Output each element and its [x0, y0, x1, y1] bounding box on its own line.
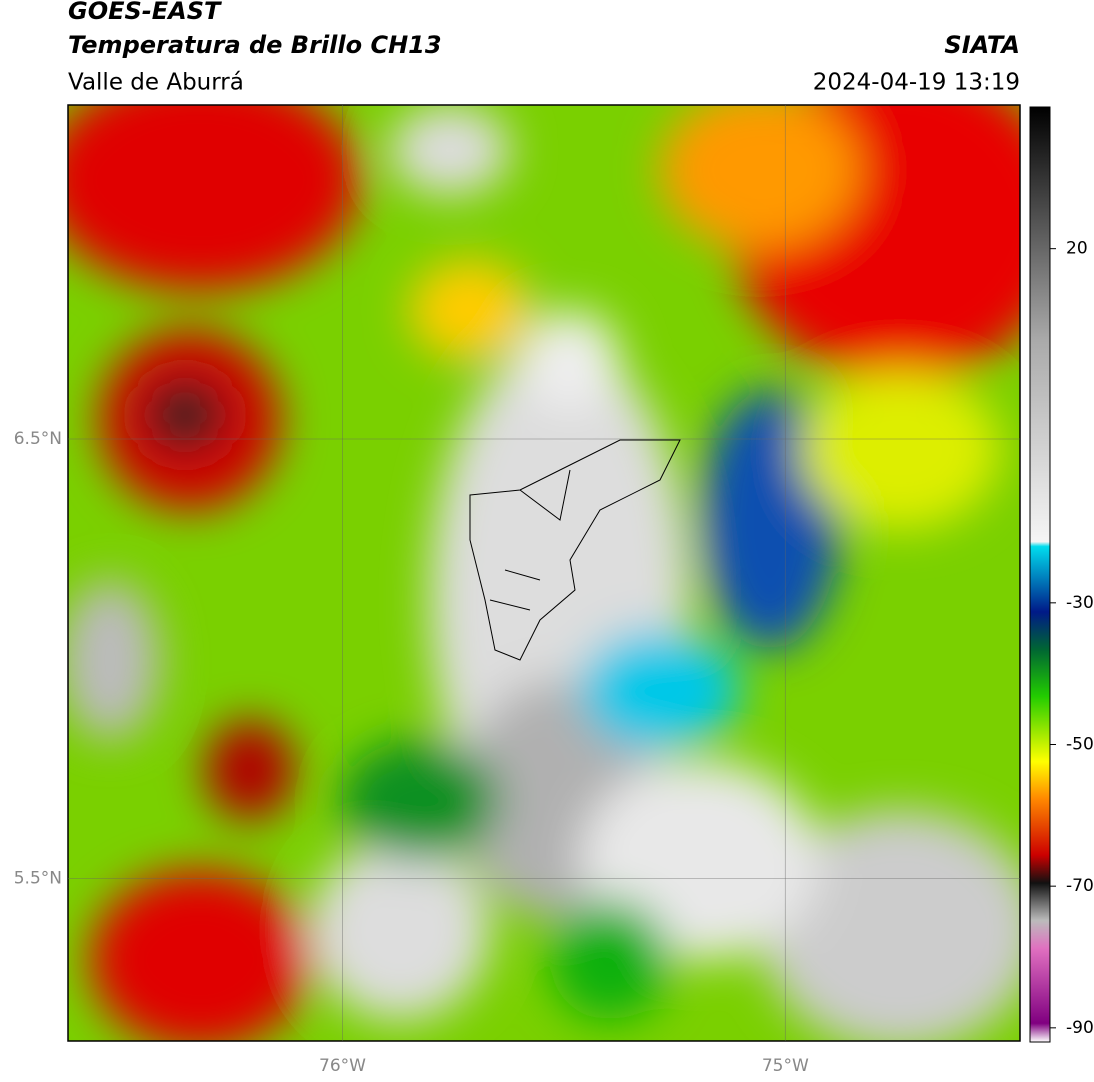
colorbar-tick-label: -30	[1066, 593, 1094, 613]
x-tick-label: 75°W	[762, 1056, 809, 1076]
colorbar-tick-label: -70	[1066, 876, 1094, 896]
colorbar-tick-label: -50	[1066, 735, 1094, 755]
colorbar-ticks: 20 -30 -50 -70 -90	[1050, 239, 1094, 1038]
y-tick-label: 5.5°N	[14, 868, 62, 888]
x-tick-label: 76°W	[319, 1056, 366, 1076]
source: SIATA	[944, 31, 1020, 59]
title: GOES-EAST	[68, 0, 222, 25]
y-tick-label: 6.5°N	[14, 429, 62, 449]
colorbar-tick-label: 20	[1066, 239, 1088, 259]
map-axes: 76°W 75°W 6.5°N 5.5°N	[14, 105, 1020, 1076]
satellite-image	[68, 105, 1020, 1041]
colorbar-tick-label: -90	[1066, 1018, 1094, 1038]
region: Valle de Aburrá	[68, 70, 244, 96]
colorbar	[1029, 106, 1051, 1043]
subtitle: Temperatura de Brillo CH13	[68, 31, 442, 59]
map-frame	[67, 104, 1021, 1042]
datetime: 2024-04-19 13:19	[813, 70, 1020, 96]
